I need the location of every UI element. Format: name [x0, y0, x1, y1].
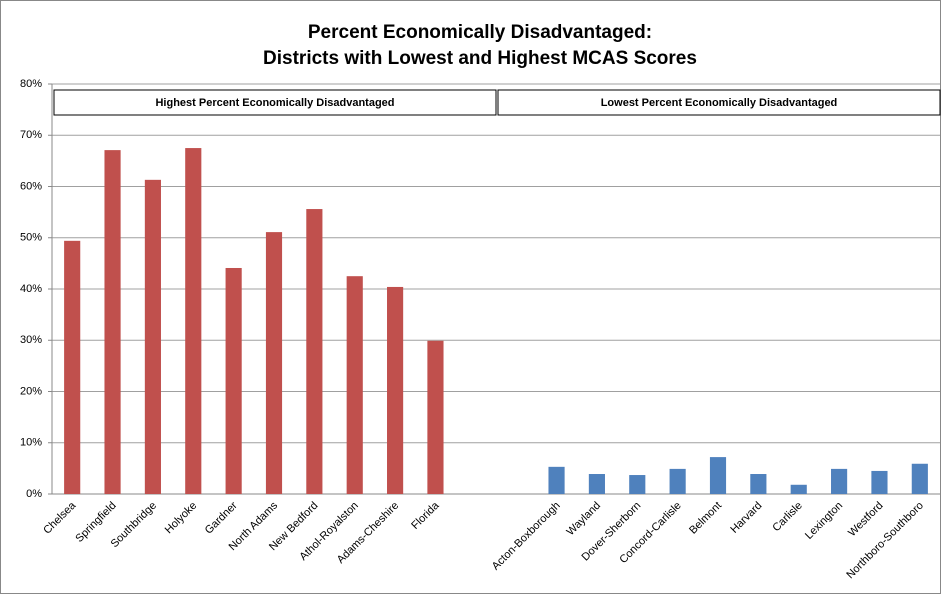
bar — [64, 240, 81, 494]
bar — [427, 340, 444, 494]
bar — [265, 232, 283, 495]
bar — [104, 150, 121, 495]
bar — [548, 466, 565, 494]
bar — [871, 470, 888, 494]
y-tick-label: 80% — [20, 78, 42, 90]
section-box — [497, 89, 941, 116]
y-tick-label: 0% — [26, 488, 42, 500]
y-tick-label: 40% — [20, 283, 42, 295]
y-tick-label: 20% — [20, 385, 42, 397]
y-tick-label: 70% — [20, 129, 42, 141]
bar — [790, 484, 807, 494]
y-tick-label: 60% — [20, 180, 42, 192]
bar — [346, 276, 363, 494]
y-tick-label: 50% — [20, 232, 42, 244]
bar — [588, 474, 605, 494]
bar — [831, 468, 848, 494]
bar — [225, 267, 242, 494]
bar — [387, 286, 404, 494]
section-label: Lowest Percent Economically Disadvantage… — [601, 97, 838, 109]
bar — [669, 468, 686, 494]
section-box — [53, 89, 497, 116]
bar — [750, 474, 767, 494]
bar — [185, 148, 202, 494]
y-tick-label: 30% — [20, 334, 42, 346]
bar — [629, 475, 646, 494]
y-tick-label: 10% — [20, 437, 42, 449]
chart-subtitle: Districts with Lowest and Highest MCAS S… — [263, 48, 697, 69]
bar — [306, 209, 323, 495]
bar — [144, 179, 161, 494]
section-label: Highest Percent Economically Disadvantag… — [155, 97, 394, 109]
bar — [911, 463, 928, 494]
bar — [709, 457, 727, 494]
chart-title: Percent Economically Disadvantaged: — [308, 22, 652, 43]
